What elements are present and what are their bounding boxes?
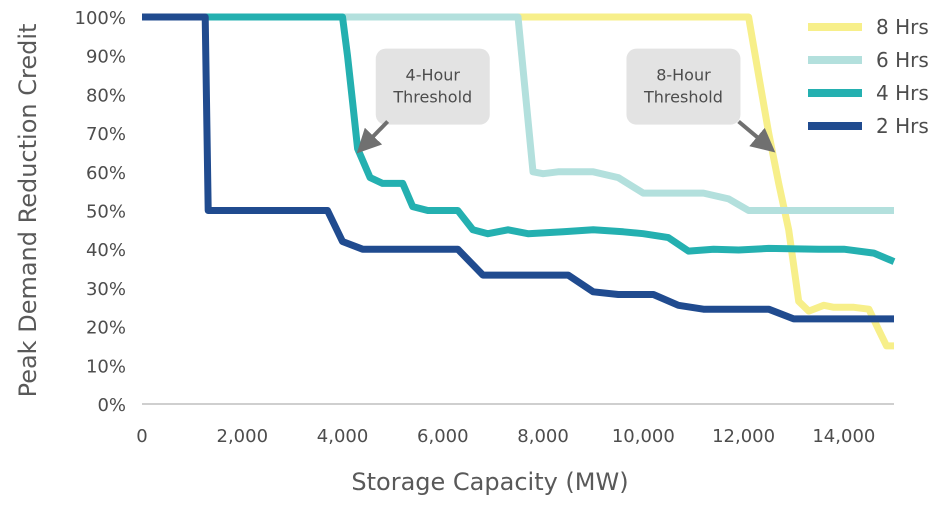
x-tick-label: 4,000 <box>317 426 369 447</box>
y-tick-label: 10% <box>86 356 126 377</box>
annotation-text: Threshold <box>392 88 472 107</box>
x-axis-title: Storage Capacity (MW) <box>351 468 628 496</box>
y-tick-label: 80% <box>86 85 126 106</box>
annotation-box <box>626 48 741 125</box>
annotation-text: 4-Hour <box>406 66 461 85</box>
x-tick-label: 10,000 <box>612 426 675 447</box>
annotations: 4-Hour Threshold 8-Hour Threshold <box>356 48 776 154</box>
legend-label: 4 Hrs <box>876 81 929 105</box>
series-line-6-hrs <box>142 13 894 214</box>
y-tick-label: 60% <box>86 163 126 184</box>
annotation-box <box>375 48 490 125</box>
x-tick-label: 12,000 <box>712 426 775 447</box>
legend-label: 2 Hrs <box>876 114 929 138</box>
series-line-2-hrs <box>142 13 894 323</box>
annotation-text: 8-Hour <box>656 66 711 85</box>
legend: 8 Hrs 6 Hrs 4 Hrs 2 Hrs <box>808 15 929 138</box>
x-tick-label: 8,000 <box>517 426 569 447</box>
y-tick-label: 50% <box>86 202 126 223</box>
y-tick-label: 100% <box>75 8 126 29</box>
y-axis-title: Peak Demand Reduction Credit <box>14 24 42 398</box>
threshold-annotation: 8-Hour Threshold <box>626 48 776 153</box>
legend-label: 6 Hrs <box>876 48 929 72</box>
y-tick-label: 20% <box>86 318 126 339</box>
annotation-text: Threshold <box>643 88 723 107</box>
annotation-arrow <box>356 120 390 154</box>
y-tick-label: 70% <box>86 124 126 145</box>
legend-label: 8 Hrs <box>876 15 929 39</box>
series-lines <box>142 13 896 350</box>
threshold-annotation: 4-Hour Threshold <box>356 48 490 154</box>
series-line-4-hrs <box>142 13 896 265</box>
annotation-arrow <box>737 119 776 153</box>
y-tick-label: 30% <box>86 279 126 300</box>
x-tick-label: 2,000 <box>217 426 269 447</box>
x-tick-labels: 0 2,000 4,000 6,000 8,000 10,000 12,000 14,000 <box>136 426 875 447</box>
y-tick-label: 90% <box>86 47 126 68</box>
x-tick-label: 0 <box>136 426 147 447</box>
x-tick-label: 14,000 <box>812 426 875 447</box>
x-tick-label: 6,000 <box>417 426 469 447</box>
y-tick-labels: 0% 10% 20% 30% 40% 50% 60% 70% 80% 90% 100% <box>75 8 126 416</box>
series-line-8-hrs <box>142 13 894 350</box>
y-tick-label: 40% <box>86 240 126 261</box>
y-tick-label: 0% <box>97 395 126 416</box>
